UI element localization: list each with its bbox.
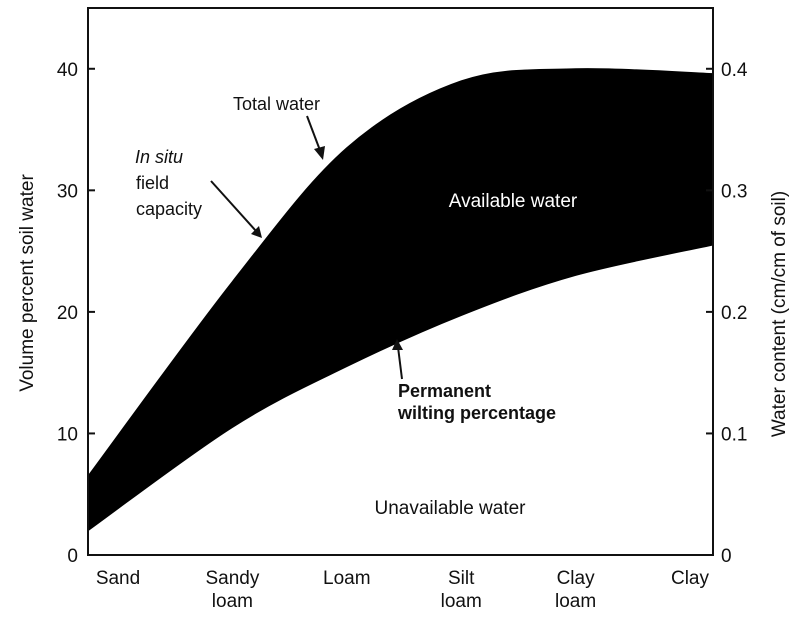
left-y-axis-ticks: 0 10 20 30 40 bbox=[57, 60, 95, 567]
x-tick-label-line: Sand bbox=[96, 568, 140, 589]
x-tick-label: Clay bbox=[671, 568, 710, 589]
x-tick-label: Sand bbox=[96, 568, 140, 589]
unavailable-water-label: Unavailable water bbox=[374, 498, 526, 519]
left-y-tick-label: 40 bbox=[57, 60, 78, 81]
plot-frame bbox=[87, 7, 714, 556]
x-tick-label-line: Sandy bbox=[205, 568, 259, 589]
total-water-arrow bbox=[306, 115, 322, 154]
pwp-arrowhead bbox=[392, 339, 403, 350]
x-tick-label-line: Silt bbox=[448, 568, 475, 589]
right-y-axis-ticks: 0 0.1 0.2 0.3 0.4 bbox=[706, 60, 748, 567]
x-tick-label-line: loam bbox=[555, 591, 596, 612]
right-y-tick-label: 0.2 bbox=[721, 303, 747, 324]
left-y-tick-label: 0 bbox=[67, 546, 78, 567]
plot-frame-layer bbox=[87, 7, 714, 556]
capacity-annotation: capacity bbox=[136, 199, 202, 219]
available-water-area bbox=[87, 68, 714, 532]
pwp-annotation-line2: wilting percentage bbox=[397, 403, 556, 423]
pwp-arrow bbox=[397, 346, 403, 380]
available-water-label: Available water bbox=[449, 191, 578, 212]
x-tick-label-line: loam bbox=[212, 591, 253, 612]
available-water-area-layer bbox=[87, 68, 714, 532]
right-y-tick-label: 0.3 bbox=[721, 181, 747, 202]
left-y-axis-title: Volume percent soil water bbox=[17, 174, 38, 392]
x-tick-label: Silt loam bbox=[441, 568, 482, 612]
x-tick-label: Loam bbox=[323, 568, 371, 589]
x-tick-label-line: Clay bbox=[671, 568, 710, 589]
x-tick-label-line: loam bbox=[441, 591, 482, 612]
x-tick-label: Clay loam bbox=[555, 568, 596, 612]
total-water-annotation: Total water bbox=[233, 94, 320, 114]
field-annotation: field bbox=[136, 173, 169, 193]
right-y-tick-label: 0.1 bbox=[721, 424, 747, 445]
left-y-tick-label: 30 bbox=[57, 181, 78, 202]
x-tick-label-line: Loam bbox=[323, 568, 371, 589]
right-y-tick-label: 0 bbox=[721, 546, 732, 567]
right-y-tick-label: 0.4 bbox=[721, 60, 748, 81]
total-water-arrowhead bbox=[314, 146, 325, 160]
pwp-annotation-line1: Permanent bbox=[398, 381, 491, 401]
right-y-axis-title: Water content (cm/cm of soil) bbox=[769, 191, 790, 437]
x-tick-label: Sandy loam bbox=[205, 568, 259, 612]
left-y-tick-label: 10 bbox=[57, 424, 78, 445]
available-water-label-bg bbox=[428, 186, 598, 214]
x-tick-label-line: Clay bbox=[557, 568, 596, 589]
in-situ-annotation: In situ bbox=[135, 147, 183, 167]
left-y-tick-label: 20 bbox=[57, 303, 78, 324]
field-capacity-arrowhead bbox=[251, 226, 262, 238]
field-capacity-arrow bbox=[210, 180, 257, 232]
